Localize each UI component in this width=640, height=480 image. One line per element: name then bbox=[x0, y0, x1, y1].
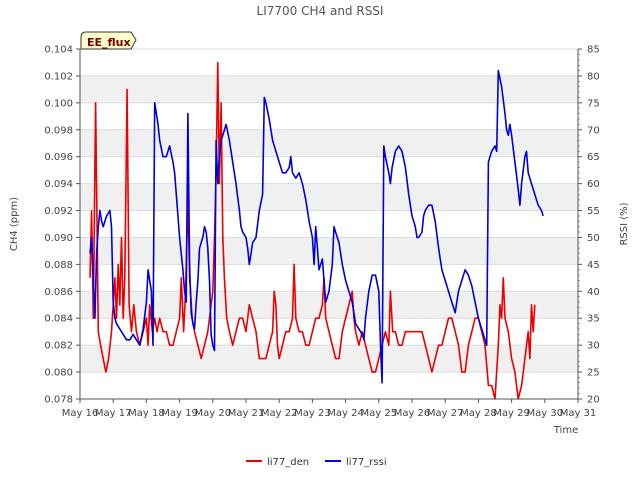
series-line-li77_den bbox=[89, 61, 536, 400]
y2-tick-label: 65 bbox=[587, 152, 600, 163]
x-tick-label: May 24 bbox=[327, 408, 364, 419]
x-tick-label: May 21 bbox=[228, 408, 265, 419]
plot-band bbox=[80, 129, 578, 157]
x-tick-label: May 20 bbox=[195, 408, 232, 419]
plot-background bbox=[80, 49, 578, 399]
plot-band bbox=[80, 237, 578, 265]
badge-label: EE_flux bbox=[87, 36, 131, 49]
y-axis-left: 0.078 0.080 0.082 0.084 0.086 0.088 0.090 0.092… bbox=[44, 45, 80, 406]
x-tick-label: May 25 bbox=[361, 408, 398, 419]
series-lines bbox=[89, 61, 544, 400]
y-tick-label: 0.088 bbox=[44, 260, 73, 271]
y-tick-label: 0.082 bbox=[44, 341, 73, 352]
plot-area bbox=[80, 49, 578, 399]
plot-band bbox=[80, 291, 578, 319]
y2-tick-label: 40 bbox=[587, 287, 600, 298]
series-line-li77_rssi bbox=[89, 69, 544, 384]
badge: EE_flux bbox=[80, 31, 137, 50]
y-tick-label: 0.092 bbox=[44, 206, 73, 217]
x-tick-label: May 18 bbox=[128, 408, 165, 419]
plot-band bbox=[80, 183, 578, 211]
y2-tick-label: 55 bbox=[587, 206, 600, 217]
legend: li77_den li77_rssi bbox=[246, 457, 387, 468]
x-tick-label: May 27 bbox=[427, 408, 464, 419]
legend-label-li77_den: li77_den bbox=[267, 457, 309, 468]
x-tick-label: May 17 bbox=[95, 408, 132, 419]
x-tick-label: May 26 bbox=[394, 408, 431, 419]
y-tick-label: 0.078 bbox=[44, 395, 73, 406]
y2-tick-label: 75 bbox=[587, 98, 600, 109]
y2-tick-label: 25 bbox=[587, 368, 600, 379]
plot-band bbox=[80, 75, 578, 103]
x-tick-label: May 31 bbox=[560, 408, 597, 419]
y2-tick-label: 85 bbox=[587, 45, 600, 56]
x-tick-label: May 16 bbox=[62, 408, 99, 419]
x-tick-label: May 29 bbox=[493, 408, 530, 419]
y-tick-label: 0.086 bbox=[44, 287, 73, 298]
plot-band bbox=[80, 345, 578, 373]
y-axis-right: 20 25 30 35 40 45 50 55 60 65 70 75 80 85 bbox=[578, 45, 600, 406]
chart-title: LI7700 CH4 and RSSI bbox=[257, 4, 384, 18]
y2-tick-label: 30 bbox=[587, 341, 600, 352]
y2-tick-label: 20 bbox=[587, 395, 600, 406]
x-tick-label: May 30 bbox=[527, 408, 564, 419]
y-tick-label: 0.094 bbox=[44, 179, 73, 190]
axes bbox=[79, 49, 579, 400]
x-tick-label: May 23 bbox=[294, 408, 331, 419]
y2-tick-label: 45 bbox=[587, 260, 600, 271]
y2-tick-label: 50 bbox=[587, 233, 600, 244]
y-tick-label: 0.096 bbox=[44, 152, 73, 163]
y-tick-label: 0.098 bbox=[44, 125, 73, 136]
y-tick-label: 0.100 bbox=[44, 98, 73, 109]
x-tick-label: May 28 bbox=[460, 408, 497, 419]
y-tick-label: 0.084 bbox=[44, 314, 73, 325]
y-axis-title-right: RSSI (%) bbox=[619, 202, 630, 245]
y2-tick-label: 70 bbox=[587, 125, 600, 136]
y2-tick-label: 80 bbox=[587, 71, 600, 82]
x-axis-title: Time bbox=[553, 425, 578, 436]
x-tick-label: May 22 bbox=[261, 408, 298, 419]
y-tick-label: 0.090 bbox=[44, 233, 73, 244]
y-tick-label: 0.102 bbox=[44, 71, 73, 82]
y-tick-label: 0.080 bbox=[44, 368, 73, 379]
y-tick-label: 0.104 bbox=[44, 45, 73, 56]
y-axis-title-left: CH4 (ppm) bbox=[9, 197, 20, 251]
y2-tick-label: 35 bbox=[587, 314, 600, 325]
legend-label-li77_rssi: li77_rssi bbox=[346, 457, 387, 468]
x-tick-label: May 19 bbox=[161, 408, 198, 419]
y2-tick-label: 60 bbox=[587, 179, 600, 190]
